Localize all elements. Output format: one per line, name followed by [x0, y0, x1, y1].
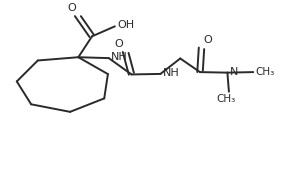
Text: O: O: [68, 3, 76, 13]
Text: NH: NH: [111, 52, 128, 62]
Text: OH: OH: [117, 20, 134, 30]
Text: CH₃: CH₃: [255, 67, 274, 77]
Text: O: O: [115, 39, 123, 49]
Text: CH₃: CH₃: [217, 94, 236, 104]
Text: NH: NH: [163, 68, 179, 78]
Text: O: O: [203, 35, 212, 45]
Text: N: N: [230, 67, 238, 77]
